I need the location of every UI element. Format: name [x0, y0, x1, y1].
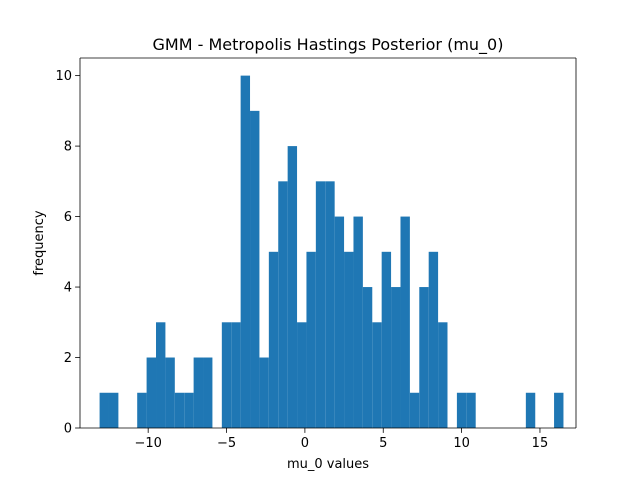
x-ticks-group: −10 −5 0 5 10 15	[134, 428, 548, 451]
histogram-bar	[108, 392, 119, 428]
histogram-bar	[381, 251, 392, 428]
histogram-bar	[165, 357, 175, 428]
x-tick-label: −10	[134, 436, 161, 451]
histogram-bar	[409, 392, 420, 428]
histogram-bar	[362, 287, 373, 428]
histogram-bar	[353, 216, 363, 428]
x-tick-label: −5	[217, 436, 236, 451]
axes-group	[79, 57, 577, 429]
histogram-bar	[419, 287, 429, 428]
histogram-bar	[137, 392, 147, 428]
y-axis-label: frequency	[32, 210, 47, 276]
histogram-bar	[278, 181, 288, 428]
histogram-bar	[203, 357, 213, 428]
y-tick-label: 10	[55, 69, 72, 84]
histogram-bar	[315, 181, 326, 428]
y-tick-label: 6	[64, 210, 72, 225]
histogram-bar	[287, 146, 298, 428]
histogram-bar	[184, 392, 194, 428]
histogram-bar	[466, 392, 476, 428]
x-tick-label: 15	[532, 436, 549, 451]
histogram-bar	[221, 322, 232, 428]
histogram-bar	[297, 322, 307, 428]
histogram-bar	[250, 110, 260, 429]
y-ticks-group: 0 2 4 6 8 10	[55, 69, 80, 437]
histogram-bar	[306, 251, 316, 428]
histogram-bar	[231, 322, 241, 428]
histogram-bar	[99, 392, 109, 428]
y-tick-label: 2	[64, 351, 72, 366]
x-axis-label: mu_0 values	[287, 457, 369, 472]
histogram-bar	[554, 392, 564, 428]
y-tick-label: 4	[64, 281, 72, 296]
bars-group	[99, 75, 564, 429]
histogram-bar	[268, 251, 279, 428]
histogram-bar	[334, 216, 345, 428]
histogram-bar	[525, 392, 536, 428]
chart-title: GMM - Metropolis Hastings Posterior (mu_…	[153, 35, 504, 55]
histogram-bar	[438, 322, 448, 428]
histogram-bar	[400, 216, 410, 428]
histogram-bar	[146, 357, 156, 428]
x-tick-label: 0	[301, 436, 309, 451]
x-tick-label: 5	[379, 436, 387, 451]
y-tick-label: 8	[64, 140, 72, 155]
histogram-bar	[344, 251, 354, 428]
histogram-bar	[456, 392, 467, 428]
x-tick-label: 10	[453, 436, 470, 451]
histogram-bar	[372, 322, 382, 428]
histogram-bar	[428, 251, 439, 428]
histogram-bar	[259, 357, 269, 428]
histogram-bar	[174, 392, 185, 428]
histogram-bar	[156, 322, 166, 428]
y-tick-label: 0	[64, 422, 72, 437]
histogram-bar	[193, 357, 204, 428]
histogram-bar	[391, 287, 401, 428]
histogram-bar	[325, 181, 335, 428]
histogram-bar	[240, 75, 251, 429]
